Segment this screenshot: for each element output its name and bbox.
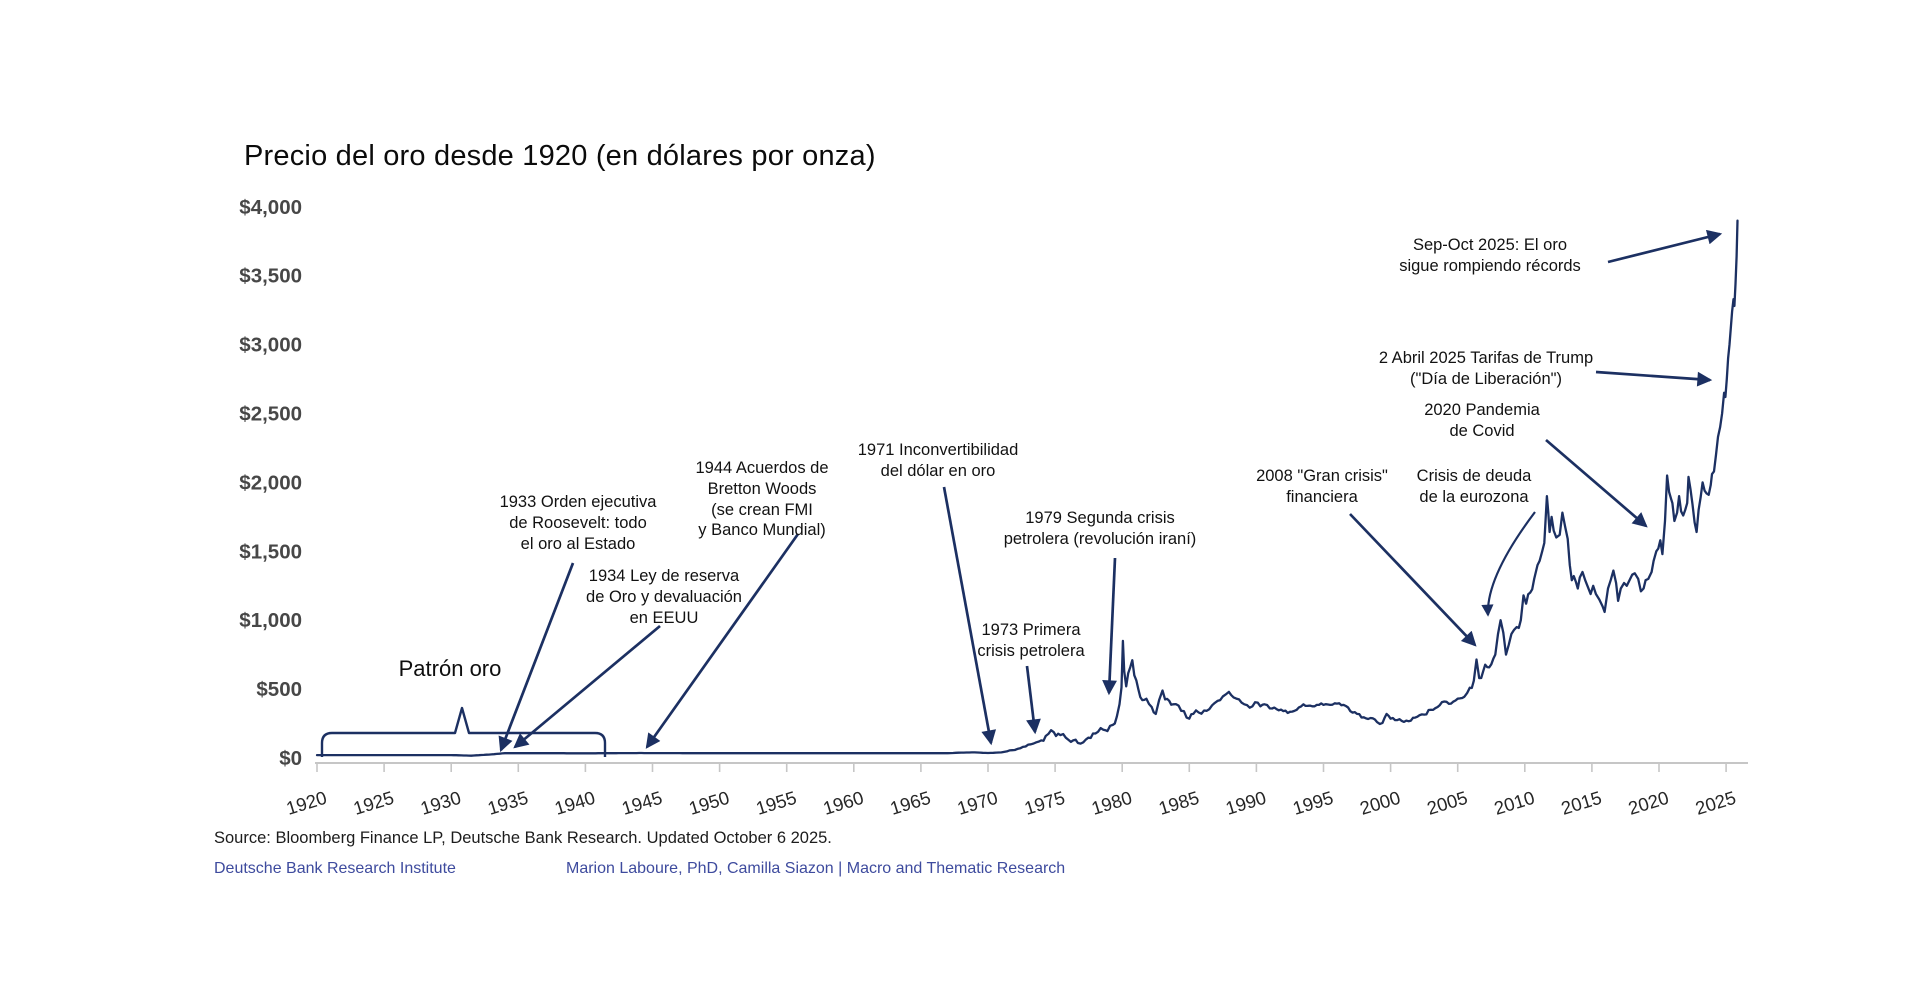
x-tick-label: 1960 [820, 787, 865, 819]
annotation-2020: 2020 Pandemia de Covid [1424, 401, 1540, 440]
x-tick-label: 1990 [1223, 787, 1268, 819]
arrow-1934 [513, 624, 661, 749]
x-tick-label: 1950 [686, 787, 731, 819]
x-tick-label: 1930 [418, 787, 463, 819]
x-tick-label: 1980 [1089, 787, 1134, 819]
annotation-2008: 2008 "Gran crisis" financiera [1256, 467, 1388, 506]
source-note: Source: Bloomberg Finance LP, Deutsche B… [214, 829, 832, 847]
annotation-1979: 1979 Segunda crisis petrolera (revolución… [1003, 509, 1197, 548]
annotation-1973: 1973 Primera crisis petrolera [977, 621, 1085, 660]
annotation-trump: 2 Abril 2025 Tarifas de Trump ("Día de Li… [1378, 349, 1594, 388]
y-tick-label: $2,000 [239, 471, 302, 494]
x-tick-label: 2020 [1626, 787, 1671, 819]
y-tick-label: $3,500 [239, 265, 302, 288]
arrow-1971 [942, 486, 997, 746]
x-axis: 1920 1925 1930 1935 1940 1945 1950 1955 1960 1965… [284, 762, 1748, 819]
x-tick-label: 1935 [485, 787, 530, 819]
y-tick-label: $3,000 [239, 334, 302, 357]
x-tick-label: 1925 [351, 787, 396, 819]
arrow-1944 [645, 533, 800, 749]
x-tick-label: 2005 [1424, 787, 1469, 819]
gold-standard-bracket [320, 706, 607, 757]
y-tick-label: $2,500 [239, 403, 302, 426]
x-tick-label: 2015 [1559, 787, 1604, 819]
y-tick-label: $0 [279, 747, 302, 770]
brand-link[interactable]: Deutsche Bank Research Institute [214, 860, 456, 877]
y-axis: $0 $500 $1,000 $1,500 $2,000 $2,500 $3,000 $3,5… [239, 196, 302, 770]
x-tick-label: 1920 [284, 787, 329, 819]
x-tick-label: 1985 [1156, 787, 1201, 819]
x-tick-label: 1955 [753, 787, 798, 819]
annotation-1934: 1934 Ley de reserva de Oro y devaluación e… [586, 567, 742, 627]
x-tick-label: 1940 [552, 787, 597, 819]
chart-title: Precio del oro desde 1920 (en dólares po… [244, 140, 876, 172]
x-tick-label: 2025 [1693, 787, 1738, 819]
annotation-patron-oro: Patrón oro [398, 656, 502, 681]
x-tick-label: 2010 [1491, 787, 1536, 819]
arrow-sepoct [1607, 229, 1723, 264]
x-tick-label: 1965 [888, 787, 933, 819]
annotation-sepoct: Sep-Oct 2025: El oro sigue rompiendo réco… [1399, 236, 1581, 275]
arrow-1973 [1025, 665, 1041, 735]
y-tick-label: $4,000 [239, 196, 302, 219]
annotation-1971: 1971 Inconvertibilidad del dólar en oro [857, 441, 1019, 480]
y-tick-label: $500 [256, 678, 302, 701]
arrow-1979 [1102, 557, 1117, 696]
x-tick-label: 1975 [1022, 787, 1067, 819]
credits-link[interactable]: Marion Laboure, PhD, Camilla Siazon | Ma… [566, 860, 1066, 877]
gold-price-line [315, 219, 1739, 757]
y-tick-label: $1,500 [239, 540, 302, 563]
annotation-1944: 1944 Acuerdos de Bretton Woods (se crean F… [695, 459, 829, 540]
y-tick-label: $1,000 [239, 609, 302, 632]
arrow-1933 [498, 562, 575, 753]
arrow-2008 [1349, 513, 1477, 647]
x-tick-label: 1995 [1290, 787, 1335, 819]
x-tick-label: 2000 [1357, 787, 1402, 819]
arrow-eurozona [1481, 511, 1536, 617]
annotation-1933: 1933 Orden ejecutiva de Roosevelt: todo el… [499, 493, 657, 553]
x-tick-label: 1945 [619, 787, 664, 819]
annotation-eurozona: Crisis de deuda de la eurozona [1416, 467, 1532, 506]
arrow-trump [1595, 370, 1713, 387]
annotation-arrows [498, 229, 1723, 753]
arrow-2020 [1545, 438, 1648, 528]
x-tick-label: 1970 [955, 787, 1000, 819]
